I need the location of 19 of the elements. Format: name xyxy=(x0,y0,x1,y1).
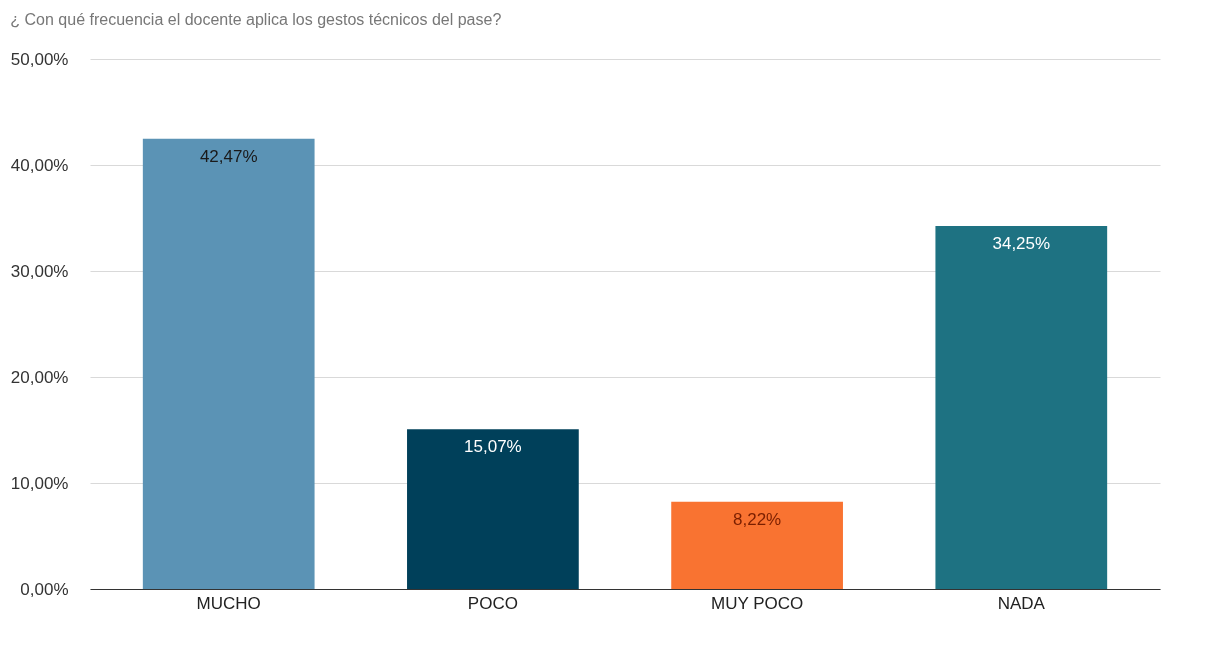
data-label: 8,22% xyxy=(733,509,782,529)
x-tick-label: NADA xyxy=(997,593,1046,613)
bar xyxy=(935,225,1108,589)
bar xyxy=(142,138,315,589)
y-tick-label: 10,00% xyxy=(10,473,69,493)
x-tick-label: MUCHO xyxy=(196,593,261,613)
data-label: 42,47% xyxy=(199,146,258,166)
y-tick-label: 40,00% xyxy=(10,155,69,175)
bar xyxy=(671,501,843,589)
chart-title: ¿ Con qué frecuencia el docente aplica los gestos técnicos del pase? xyxy=(10,11,502,28)
y-tick-label: 20,00% xyxy=(10,367,69,387)
x-tick-label: POCO xyxy=(467,593,518,613)
data-label: 34,25% xyxy=(992,233,1051,253)
data-label: 15,07% xyxy=(464,437,522,457)
y-tick-label: 0,00% xyxy=(20,579,69,599)
y-tick-label: 30,00% xyxy=(10,261,69,281)
x-tick-label: MUY POCO xyxy=(710,593,804,613)
y-tick-label: 50,00% xyxy=(10,49,69,69)
bar xyxy=(407,429,579,589)
